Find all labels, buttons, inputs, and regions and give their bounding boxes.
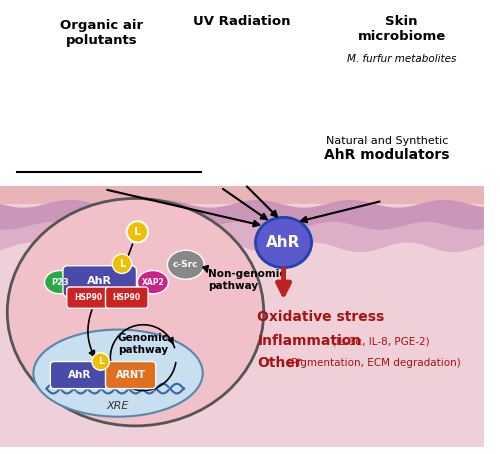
Polygon shape	[0, 222, 484, 252]
Text: AhR modulators: AhR modulators	[324, 148, 450, 163]
Text: XRE: XRE	[107, 401, 130, 411]
Text: Natural and Synthetic: Natural and Synthetic	[326, 136, 448, 146]
Ellipse shape	[34, 330, 202, 417]
FancyBboxPatch shape	[106, 287, 148, 308]
Bar	[0, 186, 484, 204]
Text: L: L	[98, 357, 103, 366]
Ellipse shape	[168, 250, 204, 279]
Ellipse shape	[256, 217, 312, 268]
Text: Genomic
pathway: Genomic pathway	[118, 333, 168, 355]
Text: Skin
microbiome: Skin microbiome	[358, 15, 446, 43]
Text: XAP2: XAP2	[142, 278, 165, 286]
Ellipse shape	[44, 271, 76, 294]
Text: AhR: AhR	[87, 276, 112, 286]
Text: UV Radiation: UV Radiation	[193, 15, 290, 28]
Text: Inflammation: Inflammation	[258, 334, 362, 348]
Text: L: L	[119, 259, 125, 269]
Text: HSP90: HSP90	[74, 293, 102, 302]
Text: M. furfur metabolites: M. furfur metabolites	[347, 54, 457, 64]
Text: AhR: AhR	[68, 370, 91, 380]
Text: c-Src: c-Src	[173, 260, 199, 269]
Text: Organic air
polutants: Organic air polutants	[60, 19, 143, 47]
Circle shape	[127, 221, 148, 242]
Circle shape	[92, 353, 110, 370]
Text: (Pigmentation, ECM degradation): (Pigmentation, ECM degradation)	[284, 359, 461, 369]
FancyBboxPatch shape	[63, 266, 136, 296]
Text: Other: Other	[258, 356, 302, 370]
Text: AhR: AhR	[266, 235, 300, 250]
Text: Oxidative stress: Oxidative stress	[258, 310, 384, 324]
Polygon shape	[0, 200, 484, 230]
Text: ARNT: ARNT	[116, 370, 146, 380]
Text: Non-genomic
pathway: Non-genomic pathway	[208, 269, 286, 291]
Ellipse shape	[138, 271, 168, 294]
Text: HSP90: HSP90	[112, 293, 141, 302]
Text: (IL-1α, IL-8, PGE-2): (IL-1α, IL-8, PGE-2)	[329, 336, 430, 346]
Bar	[0, 186, 484, 447]
Text: P23: P23	[51, 278, 69, 286]
Ellipse shape	[8, 198, 264, 426]
FancyBboxPatch shape	[106, 361, 156, 389]
Circle shape	[112, 254, 132, 273]
FancyBboxPatch shape	[67, 287, 110, 308]
FancyBboxPatch shape	[50, 361, 108, 389]
Text: L: L	[134, 227, 141, 237]
